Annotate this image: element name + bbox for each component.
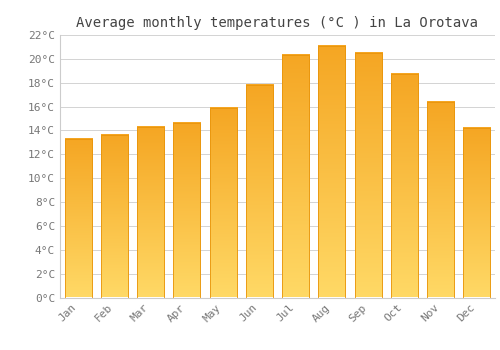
Title: Average monthly temperatures (°C ) in La Orotava: Average monthly temperatures (°C ) in La… — [76, 16, 478, 30]
Bar — [318, 46, 345, 298]
Bar — [64, 139, 92, 298]
Bar — [101, 135, 128, 298]
Bar — [427, 102, 454, 298]
Bar — [137, 127, 164, 298]
Bar — [464, 128, 490, 298]
Bar — [354, 53, 382, 298]
Bar — [210, 108, 236, 298]
Bar — [391, 75, 418, 298]
Bar — [246, 85, 273, 298]
Bar — [174, 123, 201, 298]
Bar — [282, 55, 309, 298]
